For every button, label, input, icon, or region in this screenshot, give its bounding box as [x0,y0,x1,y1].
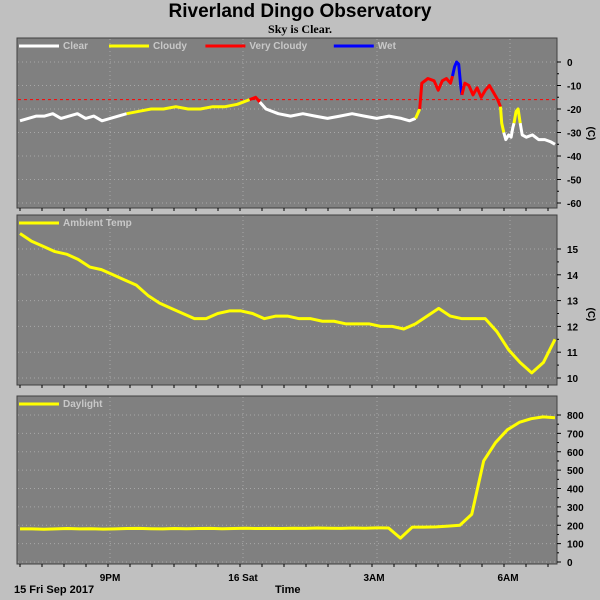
chart-panel-2 [16,214,558,386]
y-tick-label: -10 [567,82,582,93]
y-tick-label: 400 [567,485,584,496]
sky-temp-very-cloudy-segment [460,81,502,108]
y-tick-label: 11 [567,348,578,359]
legend-label: Clear [63,41,88,52]
y-tick-label: 14 [567,271,579,282]
sky-temp-clear-segment [502,122,516,142]
y-tick-label: 0 [567,558,573,569]
series-line-ambient-temp [19,232,557,375]
sky-temp-cloudy-segment [512,107,522,124]
sky-temp-very-cloudy-segment [418,75,454,110]
sky-temp-cloudy-segment [126,98,251,116]
legend-label: Wet [378,41,397,52]
sky-temp-cloudy-segment [414,108,422,119]
legend-label: Very Cloudy [249,41,307,52]
start-date-label: 15 Fri Sep 2017 [14,584,95,596]
y-tick-label: 13 [567,297,579,308]
y-unit-label: (C) [585,127,596,141]
y-unit-label: (C) [585,308,596,322]
y-tick-label: 0 [567,58,573,69]
y-tick-label: 200 [567,521,584,532]
x-tick-label: 9PM [100,573,121,584]
y-tick-label: -20 [567,105,582,116]
y-tick-label: 12 [567,322,579,333]
y-tick-label: 100 [567,540,584,551]
sky-temp-very-cloudy-segment [249,95,261,103]
legend-label: Daylight [63,399,103,410]
y-tick-label: -40 [567,152,582,163]
sky-temp-clear-segment [258,101,417,123]
legend-label: Cloudy [153,41,187,52]
y-tick-label: 500 [567,466,584,477]
y-tick-label: 600 [567,448,584,459]
y-tick-label: 700 [567,429,584,440]
y-tick-label: -30 [567,129,582,140]
y-tick-label: 800 [567,411,584,422]
legend-label: Ambient Temp [63,218,132,229]
chart-panel-1 [16,37,558,209]
page-title: Riverland Dingo Observatory [168,1,432,22]
sky-temp-clear-segment [19,112,128,123]
x-tick-label: 6AM [497,573,518,584]
chart-panel-3 [16,395,558,565]
time-axis-label: Time [275,584,301,596]
y-tick-label: -60 [567,199,582,210]
x-tick-label: 16 Sat [228,573,258,584]
sky-status-subtitle: Sky is Clear. [268,22,332,36]
y-tick-label: 300 [567,503,584,514]
y-tick-label: 15 [567,245,579,256]
sky-temp-clear-segment [518,122,556,146]
sky-temp-cloudy-segment [499,106,506,133]
sky-temp-wet-segment [451,60,464,96]
x-tick-label: 3AM [363,573,384,584]
y-tick-label: -50 [567,176,582,187]
series-line-daylight [20,415,556,540]
y-tick-label: 10 [567,374,579,385]
